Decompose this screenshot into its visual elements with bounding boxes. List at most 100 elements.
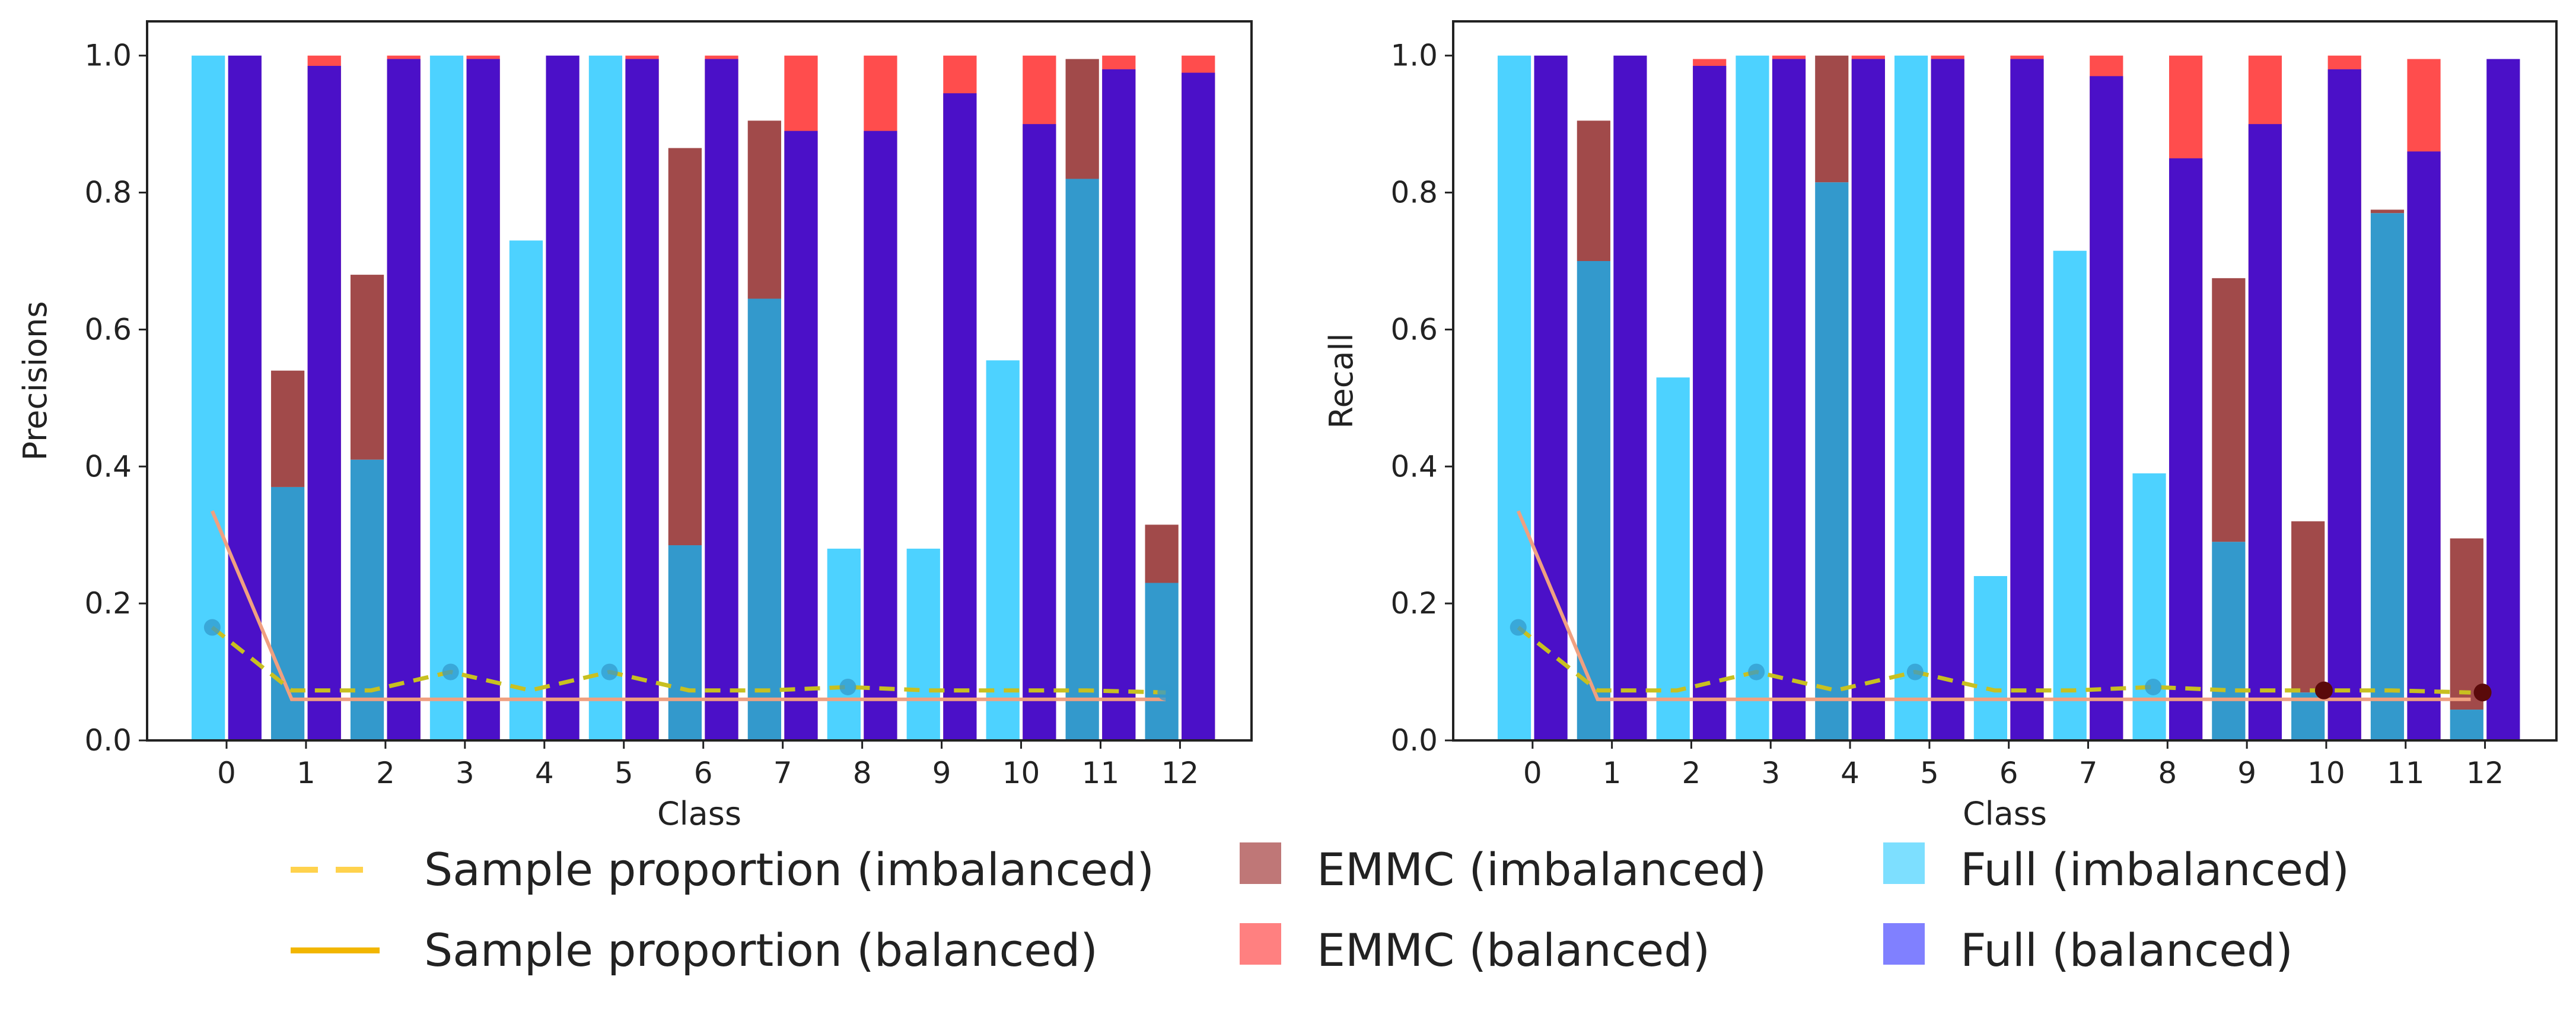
y-tick-label: 0.2 — [1390, 586, 1438, 621]
bar-emmc-imbalanced — [668, 148, 702, 546]
legend-label-sample_imbalanced: Sample proportion (imbalanced) — [424, 843, 1154, 896]
y-tick-label: 1.0 — [1390, 39, 1438, 73]
bar-emmc-imbalanced — [2212, 278, 2246, 542]
bar-full-balanced — [2407, 151, 2441, 741]
bar-full-imbalanced — [429, 55, 464, 741]
x-tick-label: 9 — [2237, 756, 2256, 790]
legend: Sample proportion (imbalanced) Sample pro… — [291, 842, 2349, 977]
bar-full-balanced — [625, 59, 659, 740]
y-tick-label: 0.4 — [84, 449, 132, 484]
y-tick-label: 0.0 — [84, 723, 132, 758]
series-line-sample-balanced — [1516, 510, 2471, 701]
bar-overlap — [270, 486, 305, 740]
legend-label-full_imbalanced: Full (imbalanced) — [1960, 843, 2349, 896]
bar-full-imbalanced — [2132, 473, 2166, 740]
x-tick-label: 10 — [1002, 756, 1040, 790]
series-line-sample-imbalanced — [211, 625, 1166, 695]
bar-full-balanced — [1534, 55, 1568, 741]
y-tick-label: 1.0 — [84, 39, 132, 73]
bar-emmc-imbalanced — [747, 120, 781, 299]
bar-full-imbalanced — [1894, 55, 1928, 741]
bar-full-balanced — [1182, 72, 1215, 741]
point-marker-dark — [2473, 683, 2492, 702]
bar-emmc-imbalanced — [1577, 120, 1610, 261]
plot-frame — [146, 20, 1253, 742]
bar-full-imbalanced — [509, 240, 543, 740]
bar-full-balanced — [2090, 76, 2123, 740]
point-marker — [839, 678, 856, 695]
bar-full-imbalanced — [1497, 55, 1531, 741]
bar-full-imbalanced — [192, 55, 225, 741]
x-axis-label: Class — [657, 795, 741, 832]
x-tick-label: 5 — [614, 756, 633, 790]
bar-full-imbalanced — [1736, 55, 1769, 741]
point-marker — [203, 619, 221, 636]
legend-label-sample_balanced: Sample proportion (balanced) — [424, 924, 1098, 977]
bar-full-imbalanced — [2053, 250, 2087, 741]
x-tick-label: 4 — [1841, 756, 1859, 790]
point-marker — [1510, 619, 1527, 636]
series-line-sample-imbalanced — [1517, 625, 2471, 695]
x-tick-label: 8 — [2158, 756, 2177, 790]
bar-overlap — [2370, 213, 2405, 740]
point-marker — [2145, 678, 2162, 695]
x-tick-label: 8 — [853, 756, 872, 790]
legend-swatch-emmc_imbalanced — [1240, 842, 1281, 884]
bar-emmc-imbalanced — [270, 370, 305, 487]
bar-full-balanced — [943, 93, 977, 741]
bar-overlap — [668, 545, 702, 740]
bar-emmc-imbalanced — [1145, 524, 1179, 583]
bar-full-balanced — [2169, 158, 2203, 740]
y-axis-label: Recall — [1323, 333, 1360, 428]
legend-label-emmc_balanced: EMMC (balanced) — [1317, 924, 1710, 977]
bar-overlap — [1815, 182, 1849, 740]
bar-overlap — [350, 459, 384, 740]
x-tick-label: 3 — [456, 756, 475, 790]
x-tick-label: 0 — [217, 756, 236, 790]
legend-swatch-full_imbalanced — [1883, 842, 1925, 884]
point-marker — [1157, 684, 1174, 701]
x-axis-label: Class — [1963, 795, 2047, 832]
legend-swatch-emmc_balanced — [1240, 923, 1281, 965]
bar-emmc-imbalanced — [1065, 59, 1099, 179]
plot-frame — [1452, 20, 2558, 742]
bar-overlap — [1145, 583, 1179, 740]
x-tick-label: 5 — [1920, 756, 1939, 790]
y-tick-label: 0.6 — [1390, 312, 1438, 346]
legend-label-full_balanced: Full (balanced) — [1960, 924, 2293, 977]
x-tick-label: 11 — [1082, 756, 1120, 790]
bar-full-balanced — [387, 59, 421, 740]
panel-1: 0.00.20.40.60.81.00 1 2 3 4 5 6 7 8 9 10 11 12ClassR… — [1323, 20, 2558, 832]
bar-full-balanced — [1693, 66, 1727, 741]
bar-full-balanced — [546, 55, 579, 741]
x-tick-label: 12 — [1161, 756, 1199, 790]
bar-overlap — [2450, 710, 2483, 740]
point-marker — [601, 663, 618, 680]
bar-full-balanced — [1102, 69, 1136, 740]
legend-label-emmc_imbalanced: EMMC (imbalanced) — [1317, 843, 1766, 896]
x-tick-label: 4 — [535, 756, 554, 790]
bar-full-balanced — [2248, 124, 2282, 741]
bar-full-imbalanced — [1973, 575, 2008, 740]
x-tick-label: 12 — [2466, 756, 2504, 790]
x-tick-label: 0 — [1523, 756, 1542, 790]
bar-emmc-imbalanced — [2450, 538, 2483, 710]
y-tick-label: 0.2 — [84, 586, 132, 621]
point-marker — [1906, 663, 1924, 680]
bar-emmc-imbalanced — [2370, 209, 2405, 214]
point-marker-dark — [2314, 681, 2333, 699]
x-tick-label: 6 — [1999, 756, 2018, 790]
x-tick-label: 9 — [932, 756, 951, 790]
bar-overlap — [747, 298, 781, 740]
x-tick-label: 2 — [376, 756, 395, 790]
y-tick-label: 0.4 — [1390, 449, 1438, 484]
panel-0: 0.00.20.40.60.81.00 1 2 3 4 5 6 7 8 9 10 11 12ClassP… — [17, 20, 1253, 832]
bar-full-balanced — [2010, 59, 2044, 740]
y-tick-label: 0.6 — [84, 312, 132, 346]
y-tick-label: 0.0 — [1390, 723, 1438, 758]
y-tick-label: 0.8 — [1390, 176, 1438, 210]
bar-full-imbalanced — [1656, 377, 1690, 740]
x-tick-label: 1 — [297, 756, 316, 790]
